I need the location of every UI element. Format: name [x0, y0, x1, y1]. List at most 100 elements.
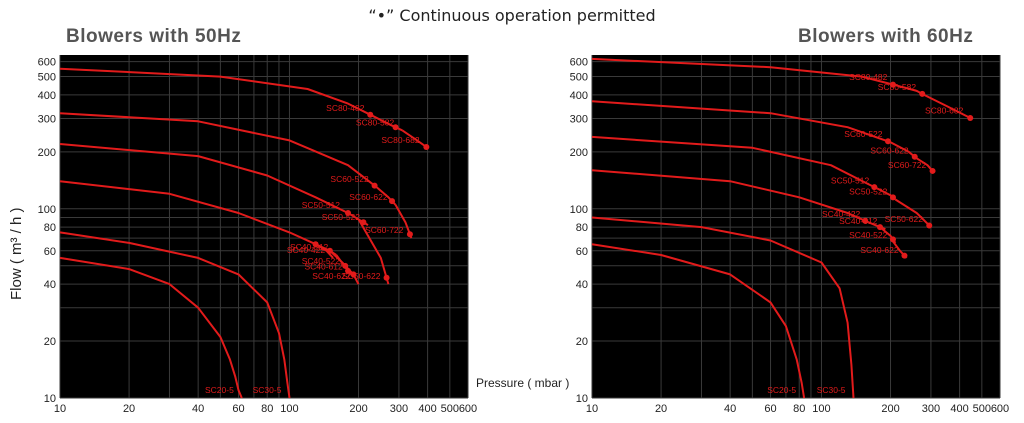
chart0-series-label: SC50-522 [322, 212, 361, 222]
chart0-series-SC30-5 [59, 231, 291, 399]
chart0-x-tick-label: 200 [349, 403, 367, 415]
chart0-series-label: SC40-422 [287, 245, 326, 255]
chart1-continuous-marker [901, 252, 908, 259]
chart0-x-tick-label: 10 [54, 403, 66, 415]
chart0-continuous-marker [350, 271, 357, 278]
chart0-series-SC40-422 [59, 180, 334, 259]
chart1-series-label: SC40-512 [839, 216, 878, 226]
chart0-series-SC60-522 [59, 112, 378, 188]
chart0-series-label: SC30-5 [253, 385, 282, 395]
chart0-series-label: SC20-5 [205, 385, 234, 395]
chart0-x-tick-label: 40 [192, 403, 204, 415]
chart1-series-label: SC60-722 [888, 160, 927, 170]
chart0-y-tick-label: 400 [38, 90, 56, 102]
chart1-series-label: SC50-512 [831, 176, 870, 186]
chart0-y-tick-label: 100 [38, 204, 56, 216]
chart1-x-tick-label: 200 [881, 403, 899, 415]
chart1-series-label: SC40-622 [860, 245, 899, 255]
chart1-series-SC30-5 [591, 216, 855, 399]
chart1-continuous-marker [919, 90, 926, 97]
chart0-y-tick-label: 40 [44, 279, 56, 291]
chart1-series-SC50-622 [894, 198, 932, 228]
chart-title-50hz: Blowers with 50Hz [66, 26, 242, 47]
chart0-series-label: SC40-512 [290, 242, 329, 252]
chart1-continuous-marker [929, 167, 936, 174]
chart1-y-tick-label: 600 [570, 57, 588, 69]
chart1-x-tick-label: 400 [950, 403, 968, 415]
chart1-series-label: SC80-482 [849, 72, 888, 82]
chart0-series-label: SC40-522 [302, 256, 341, 266]
chart1-y-tick-label: 20 [576, 336, 588, 348]
chart1-continuous-marker [885, 138, 892, 145]
chart1-continuous-marker [862, 217, 869, 224]
chart1-x-tick-label: 300 [922, 403, 940, 415]
chart0-series-label: SC40-622 [312, 271, 351, 281]
chart0-continuous-marker [371, 182, 378, 189]
chart0-y-tick-label: 20 [44, 336, 56, 348]
chart1-series-SC80-482 [591, 57, 896, 87]
chart1-series-SC80-682 [923, 94, 972, 120]
continuous-operation-note: “•” Continuous operation permitted [368, 6, 656, 25]
chart1-series-SC20-5 [591, 243, 806, 399]
chart1-y-tick-label: 80 [576, 222, 588, 234]
chart1-continuous-marker [926, 222, 933, 229]
chart0-x-tick-label: 60 [232, 403, 244, 415]
chart0-y-tick-label: 60 [44, 246, 56, 258]
chart0-y-tick-label: 10 [44, 393, 56, 405]
chart1-y-tick-label: 400 [570, 90, 588, 102]
chart1-continuous-marker [889, 81, 896, 88]
chart0-series-label: SC80-582 [356, 117, 395, 127]
chart0-x-tick-label: 600 [459, 403, 477, 415]
chart1-x-tick-label: 40 [724, 403, 736, 415]
chart1-y-tick-label: 10 [576, 393, 588, 405]
chart1-x-tick-label: 10 [586, 403, 598, 415]
chart0-continuous-marker [392, 124, 399, 131]
chart1-y-tick-label: 200 [570, 147, 588, 159]
chart1-continuous-marker [889, 194, 896, 201]
chart1-series-label: SC60-622 [870, 145, 909, 155]
chart1-y-tick-label: 500 [570, 72, 588, 84]
chart1-x-tick-label: 80 [793, 403, 805, 415]
chart0-series-label: SC60-722 [365, 225, 404, 235]
chart0-x-tick-label: 400 [418, 403, 436, 415]
chart1-continuous-marker [871, 184, 878, 191]
chart0-x-tick-label: 500 [441, 403, 459, 415]
chart1-series-label: SC40-422 [822, 209, 861, 219]
chart0-series-SC50-512 [59, 143, 349, 214]
chart-title-60hz: Blowers with 60Hz [798, 26, 974, 47]
chart1-x-tick-label: 20 [655, 403, 667, 415]
chart0-x-tick-label: 80 [261, 403, 273, 415]
chart0-y-tick-label: 80 [44, 222, 56, 234]
chart1-series-SC60-522 [591, 100, 891, 144]
chart0-continuous-marker [406, 231, 413, 238]
chart1-continuous-marker [911, 153, 918, 160]
chart1-series-SC50-512 [591, 135, 878, 190]
chart0-continuous-marker [423, 143, 430, 150]
chart0-series-SC20-5 [59, 256, 243, 399]
chart0-series-label: SC60-522 [330, 174, 369, 184]
chart1-y-tick-label: 100 [570, 204, 588, 216]
chart0-y-tick-label: 500 [38, 72, 56, 84]
chart1-continuous-marker [967, 114, 974, 121]
chart0-series-label: SC50-622 [342, 271, 381, 281]
chart1-series-label: SC80-582 [878, 82, 917, 92]
chart1-series-label: SC30-5 [817, 385, 846, 395]
chart0-series-SC80-582 [372, 114, 403, 132]
chart1-series-label: SC50-522 [849, 186, 888, 196]
chart0-x-tick-label: 20 [123, 403, 135, 415]
chart1-series-label: SC40-522 [849, 230, 888, 240]
chart1-series-label: SC80-682 [925, 106, 964, 116]
chart0-x-tick-label: 100 [280, 403, 298, 415]
chart0-y-tick-label: 300 [38, 114, 56, 126]
chart1-series-SC40-422 [591, 169, 869, 224]
chart1-series-label: SC50-622 [885, 214, 924, 224]
chart1-series-label: SC20-5 [767, 385, 796, 395]
chart0-series-label: SC80-482 [326, 103, 365, 113]
chart0-continuous-marker [383, 274, 390, 281]
chart0-series-label: SC80-682 [381, 135, 420, 145]
chart1-x-tick-label: 500 [973, 403, 991, 415]
chart0-x-tick-label: 300 [390, 403, 408, 415]
chart0-y-tick-label: 600 [38, 57, 56, 69]
chart1-x-tick-label: 100 [812, 403, 830, 415]
